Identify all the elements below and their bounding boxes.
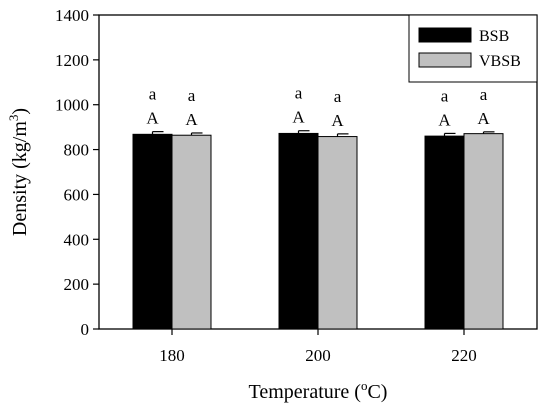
significance-label-lower-case: a: [188, 86, 196, 105]
y-tick-label: 1400: [55, 6, 89, 25]
significance-label-lower-case: a: [441, 86, 449, 105]
legend-box: [408, 14, 538, 83]
legend-swatch-VBSB: [418, 52, 472, 68]
y-tick-label: 600: [64, 185, 90, 204]
x-tick-label: 220: [451, 346, 477, 365]
bar-BSB-180: [132, 133, 173, 330]
x-tick-label: 180: [159, 346, 185, 365]
y-tick-label: 0: [81, 320, 90, 339]
y-tick-label: 800: [64, 141, 90, 160]
significance-label-upper-case: A: [146, 109, 159, 128]
legend-label-BSB: BSB: [479, 28, 509, 45]
significance-label-upper-case: A: [438, 110, 451, 129]
significance-label-upper-case: A: [477, 109, 490, 128]
y-axis: 0 200 400 600 800 1000 1200 1400: [55, 6, 99, 339]
bar-VBSB-220: [463, 133, 504, 330]
y-tick-label: 200: [64, 275, 90, 294]
significance-label-lower-case: a: [149, 85, 157, 104]
y-axis-title: Density (kg/m3): [6, 108, 31, 236]
x-axis: 180 200 220: [159, 329, 477, 365]
bar-BSB-200: [278, 132, 319, 330]
significance-label-lower-case: a: [334, 87, 342, 106]
bar-VBSB-200: [317, 136, 358, 330]
y-tick-label: 1200: [55, 51, 89, 70]
y-tick-label: 1000: [55, 96, 89, 115]
x-tick-label: 200: [305, 346, 331, 365]
legend: BSB VBSB: [408, 14, 538, 83]
significance-label-upper-case: A: [185, 110, 198, 129]
bar-VBSB-180: [171, 134, 212, 330]
legend-swatch-BSB: [418, 27, 472, 43]
bar-BSB-220: [424, 135, 465, 330]
y-tick-label: 400: [64, 230, 90, 249]
x-axis-title: Temperature (oC): [249, 378, 388, 403]
legend-label-VBSB: VBSB: [479, 53, 521, 70]
significance-label-upper-case: A: [331, 111, 344, 130]
significance-label-upper-case: A: [292, 108, 305, 127]
significance-label-lower-case: a: [295, 84, 303, 103]
significance-label-lower-case: a: [480, 85, 488, 104]
